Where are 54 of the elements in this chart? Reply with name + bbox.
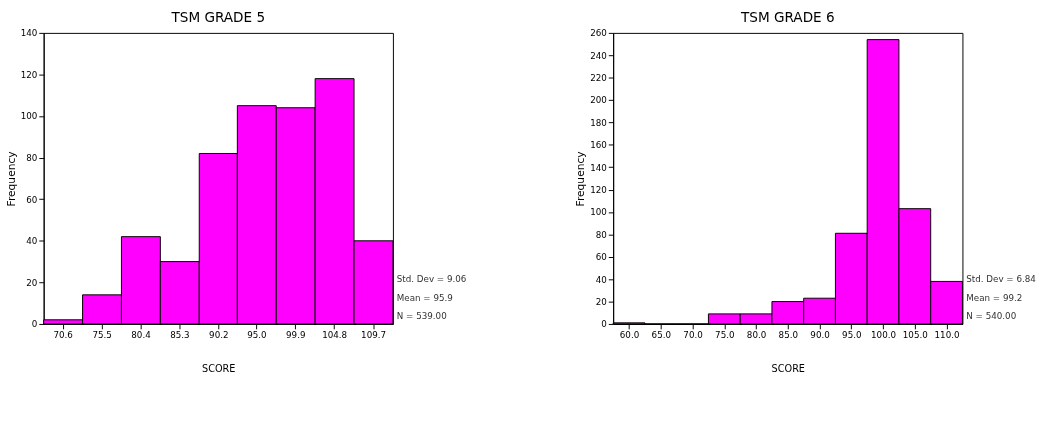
x-tick-label: 80.0 <box>746 330 767 341</box>
x-axis-title: SCORE <box>771 362 805 374</box>
y-tick-label: 60 <box>26 194 38 205</box>
x-tick-label: 80.4 <box>131 330 152 341</box>
x-tick-label: 105.0 <box>902 330 928 341</box>
x-tick-label: 100.0 <box>871 330 897 341</box>
x-tick-label: 90.0 <box>810 330 830 341</box>
y-tick-label: 0 <box>31 319 38 330</box>
text: Std. Dev = 9.06 <box>396 274 467 285</box>
y-tick-label: 60 <box>595 252 607 263</box>
y-tick-label: 80 <box>26 153 38 164</box>
x-tick-label: 109.7 <box>361 330 387 341</box>
x-tick-label: 75.5 <box>92 330 112 341</box>
y-tick-label: 20 <box>595 296 607 307</box>
y-axis-title: Frequency <box>574 151 588 207</box>
y-tick-label: 120 <box>20 69 38 80</box>
x-tick-label: 99.9 <box>286 330 306 341</box>
x-tick-label: 85.0 <box>778 330 798 341</box>
y-tick-label: 220 <box>590 73 607 84</box>
y-axis-title: Frequency <box>4 151 18 207</box>
y-tick-label: 80 <box>595 229 607 240</box>
y-tick-label: 240 <box>590 50 607 61</box>
y-tick-label: 140 <box>20 28 38 39</box>
y-tick-label: 40 <box>26 236 38 247</box>
y-tick-label: 180 <box>590 117 607 128</box>
text: Mean = 99.2 <box>966 292 1023 303</box>
x-tick-label: 70.6 <box>53 330 73 341</box>
y-tick-label: 100 <box>20 111 38 122</box>
y-tick-label: 0 <box>601 319 607 330</box>
y-tick-label: 100 <box>590 207 607 218</box>
y-tick-label: 160 <box>590 140 607 151</box>
text: N = 540.00 <box>966 311 1017 322</box>
y-tick-label: 260 <box>590 28 607 39</box>
x-tick-label: 104.8 <box>322 330 348 341</box>
x-tick-label: 70.0 <box>683 330 703 341</box>
x-tick-label: 95.0 <box>247 330 267 341</box>
y-tick-label: 200 <box>590 95 607 106</box>
x-tick-label: 60.0 <box>619 330 640 341</box>
x-tick-label: 65.0 <box>651 330 671 341</box>
y-tick-label: 20 <box>26 277 38 288</box>
y-tick-label: 40 <box>595 274 607 285</box>
chart-title: TSM GRADE 6 <box>739 9 835 26</box>
x-tick-label: 85.3 <box>170 330 190 341</box>
x-tick-label: 90.2 <box>209 330 229 341</box>
text: Std. Dev = 6.84 <box>966 274 1037 285</box>
chart-title: TSM GRADE 5 <box>170 9 266 26</box>
x-tick-label: 95.0 <box>842 330 862 341</box>
x-axis-title: SCORE <box>202 362 236 374</box>
y-tick-label: 140 <box>590 162 607 173</box>
text: Mean = 95.9 <box>396 292 453 303</box>
text: N = 539.00 <box>396 311 447 322</box>
x-tick-label: 75.0 <box>715 330 735 341</box>
x-tick-label: 110.0 <box>934 330 960 341</box>
y-tick-label: 120 <box>590 185 607 196</box>
